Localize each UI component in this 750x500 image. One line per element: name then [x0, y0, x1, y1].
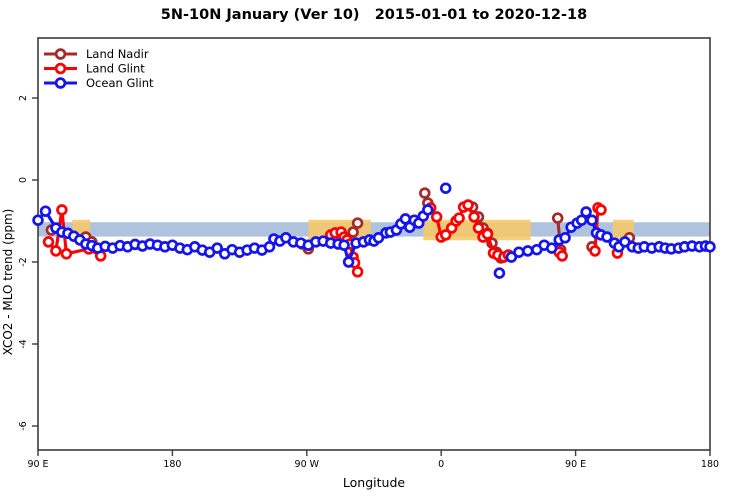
data-point-marker — [211, 242, 223, 254]
x-axis: 90 E 180 90 W 0 90 E 180 Longitude — [27, 450, 719, 490]
data-point-marker — [351, 217, 364, 229]
data-point-marker — [56, 204, 68, 216]
data-point-marker — [430, 211, 443, 223]
legend-item-land-glint: Land Glint — [44, 62, 145, 76]
data-point-marker — [580, 206, 592, 218]
data-point-marker — [545, 242, 558, 254]
data-point-marker — [50, 245, 62, 257]
y-axis-label: XCO2 - MLO trend (ppm) — [1, 209, 15, 356]
x-tick-label: 180 — [701, 459, 719, 470]
data-point-marker — [522, 245, 534, 257]
data-point-marker — [439, 229, 452, 241]
data-point-marker — [493, 267, 506, 279]
data-point-marker — [589, 245, 601, 257]
data-point-marker — [39, 205, 52, 217]
data-point-marker — [704, 241, 716, 253]
legend-item-land-nadir: Land Nadir — [44, 47, 149, 61]
x-tick-label: 90 W — [295, 459, 320, 470]
x-tick-label: 90 E — [565, 459, 586, 470]
data-point-marker — [453, 212, 465, 224]
chart-title: 5N-10N January (Ver 10) 2015-01-01 to 20… — [160, 7, 588, 23]
x-tick-label: 180 — [163, 459, 181, 470]
data-point-marker — [342, 256, 355, 268]
data-point-marker — [351, 266, 364, 278]
data-point-marker — [32, 214, 44, 226]
legend-label: Ocean Glint — [86, 76, 154, 90]
data-point-marker — [419, 187, 431, 199]
data-point-marker — [575, 214, 588, 226]
data-point-marker — [468, 211, 480, 223]
data-point-marker — [338, 239, 350, 251]
reference-band-blue — [38, 222, 710, 237]
data-point-marker — [586, 214, 598, 226]
data-point-marker — [551, 212, 564, 224]
legend-marker-sample — [54, 48, 67, 60]
data-point-marker — [42, 236, 55, 248]
data-point-marker — [559, 232, 571, 244]
data-point-marker — [60, 248, 73, 260]
data-point-marker — [556, 250, 568, 262]
x-tick-label: 0 — [438, 459, 444, 470]
y-tick-label: -4 — [18, 339, 29, 348]
legend-label: Land Nadir — [86, 47, 149, 61]
x-tick-label: 90 E — [27, 459, 48, 470]
data-point-marker — [472, 222, 485, 234]
data-point-marker — [513, 246, 525, 258]
data-point-marker — [462, 199, 474, 211]
y-tick-label: 2 — [18, 95, 29, 101]
y-axis: 2 0 -2 -4 -6 XCO2 - MLO trend (ppm) — [1, 95, 38, 431]
data-point-marker — [481, 228, 494, 240]
legend-marker-sample — [54, 62, 67, 75]
data-point-marker — [601, 231, 613, 243]
legend-item-ocean-glint: Ocean Glint — [44, 76, 154, 90]
y-tick-label: 0 — [18, 177, 29, 183]
data-point-marker — [422, 204, 434, 216]
y-tick-label: -2 — [18, 257, 29, 266]
x-axis-label: Longitude — [343, 475, 405, 490]
data-point-marker — [347, 226, 359, 238]
y-tick-label: -6 — [18, 421, 29, 430]
data-point-marker — [595, 204, 607, 216]
legend-label: Land Glint — [86, 62, 145, 76]
legend-marker-sample — [54, 77, 67, 89]
series-ocean-glint — [32, 182, 716, 279]
data-point-marker — [505, 251, 518, 263]
data-point-marker — [439, 182, 452, 194]
